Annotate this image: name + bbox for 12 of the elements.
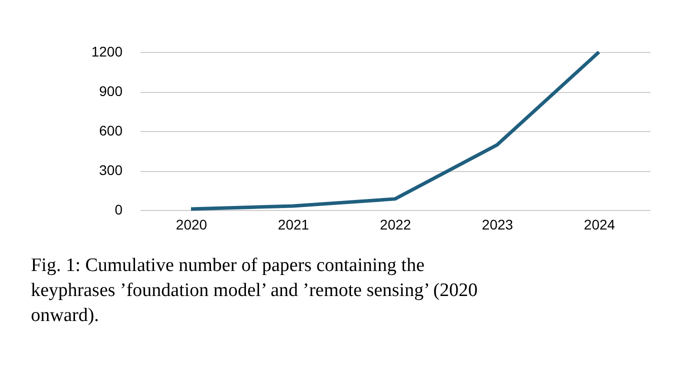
- y-tick-label: 900: [99, 83, 123, 99]
- y-tick-label: 600: [99, 122, 123, 138]
- y-tick-label: 0: [114, 202, 123, 218]
- x-tick-label: 2022: [380, 216, 412, 232]
- y-tick-label: 300: [99, 162, 123, 178]
- x-tick-label: 2020: [176, 216, 208, 232]
- y-tick-label: 1200: [91, 44, 123, 60]
- x-tick-label: 2023: [482, 216, 514, 232]
- x-tick-label: 2024: [584, 216, 616, 232]
- caption: Fig. 1: Cumulative number of papers containing the keyphrases ’foundation model’ and ’remote sensing’ (2020 onward).: [30, 255, 478, 326]
- line-series: [189, 50, 601, 211]
- x-tick-label: 2021: [278, 216, 310, 232]
